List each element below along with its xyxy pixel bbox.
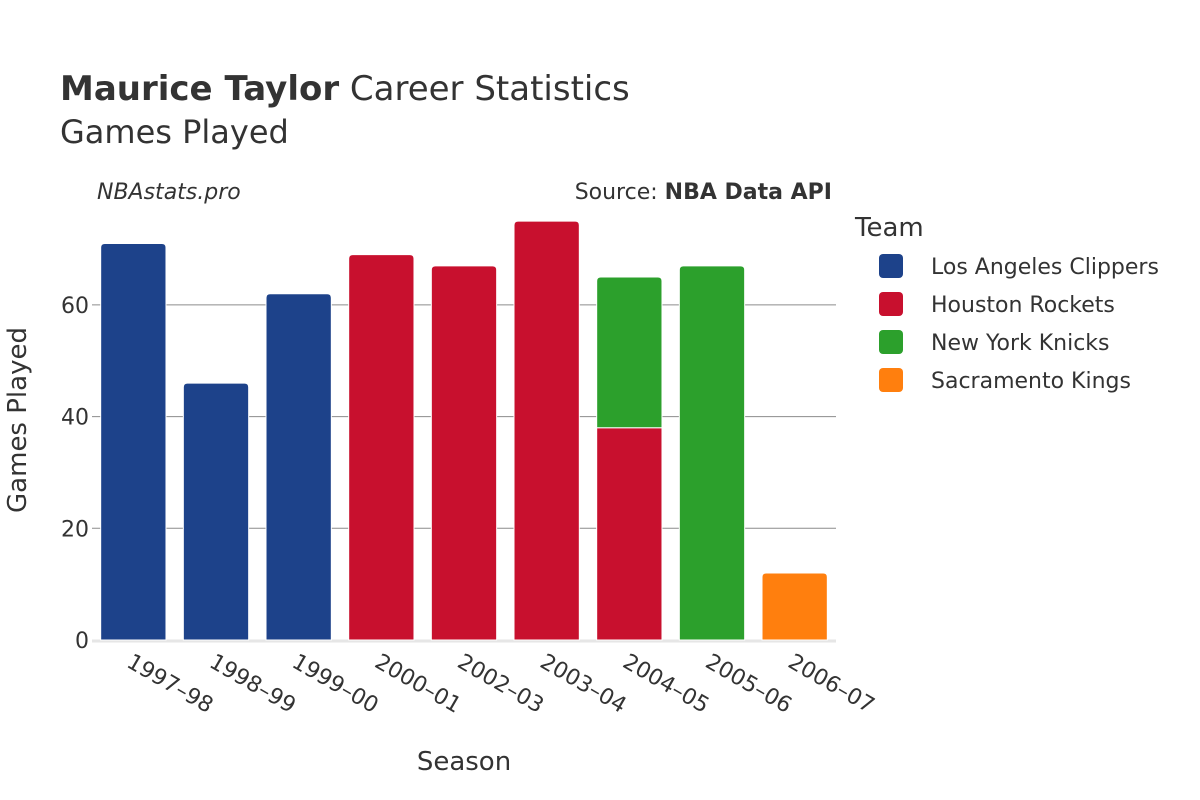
- bar-los-angeles-clippers: [182, 382, 250, 641]
- x-tick-label: 1998–99: [205, 650, 300, 719]
- bar-houston-rockets: [513, 220, 580, 641]
- legend-label: New York Knicks: [931, 331, 1110, 356]
- bar-houston-rockets: [596, 426, 663, 641]
- legend-swatch: [879, 292, 903, 316]
- source-prefix: Source:: [575, 180, 665, 205]
- source-note: Source: NBA Data API: [575, 180, 832, 205]
- chart-title-rest: Career Statistics: [339, 69, 630, 109]
- x-tick-label: 1997–98: [122, 650, 217, 719]
- x-tick-label: 2000–01: [370, 650, 465, 719]
- source-name: NBA Data API: [665, 180, 832, 205]
- y-axis-title: Games Played: [3, 327, 33, 513]
- watermark: NBAstats.pro: [97, 180, 241, 205]
- bar-los-angeles-clippers: [100, 243, 167, 641]
- y-tick-label: 60: [61, 294, 89, 319]
- x-tick-label: 2002–03: [453, 650, 548, 719]
- bar-los-angeles-clippers: [265, 293, 332, 641]
- x-axis-ticks: 1997–981998–991999–002000–012002–032003–…: [122, 650, 878, 719]
- bar-houston-rockets: [348, 254, 415, 641]
- chart-subtitle: Games Played: [60, 113, 289, 151]
- legend-item[interactable]: Sacramento Kings: [879, 368, 1131, 394]
- bar-houston-rockets: [430, 265, 498, 641]
- legend-item[interactable]: Houston Rockets: [879, 292, 1115, 318]
- x-tick-label: 2005–06: [701, 650, 796, 719]
- legend-item[interactable]: Los Angeles Clippers: [879, 254, 1159, 280]
- x-tick-label: 1999–00: [288, 650, 383, 719]
- legend-title: Team: [854, 213, 924, 243]
- legend-swatch: [879, 254, 903, 278]
- y-tick-label: 40: [61, 406, 89, 431]
- bar-sacramento-kings: [761, 572, 828, 641]
- y-axis-ticks: 0 20 40 60: [61, 294, 89, 654]
- legend-swatch: [879, 330, 903, 354]
- chart-title-player: Maurice Taylor: [60, 69, 339, 109]
- bars: [100, 220, 828, 641]
- legend-item[interactable]: New York Knicks: [879, 330, 1110, 356]
- y-tick-label: 20: [61, 517, 89, 542]
- y-tick-label: 0: [75, 629, 89, 654]
- x-tick-label: 2006–07: [784, 650, 879, 719]
- bar-new-york-knicks: [678, 265, 746, 641]
- x-tick-label: 2004–05: [618, 650, 713, 719]
- legend-label: Sacramento Kings: [931, 369, 1131, 394]
- legend: Team Los Angeles Clippers Houston Rockets…: [854, 213, 1159, 394]
- legend-label: Houston Rockets: [931, 293, 1115, 318]
- bar-new-york-knicks: [596, 276, 663, 429]
- chart-title: Maurice Taylor Career Statistics: [60, 69, 630, 109]
- legend-label: Los Angeles Clippers: [931, 255, 1159, 280]
- x-tick-label: 2003–04: [536, 650, 631, 719]
- x-axis-title: Season: [417, 747, 511, 777]
- legend-swatch: [879, 368, 903, 392]
